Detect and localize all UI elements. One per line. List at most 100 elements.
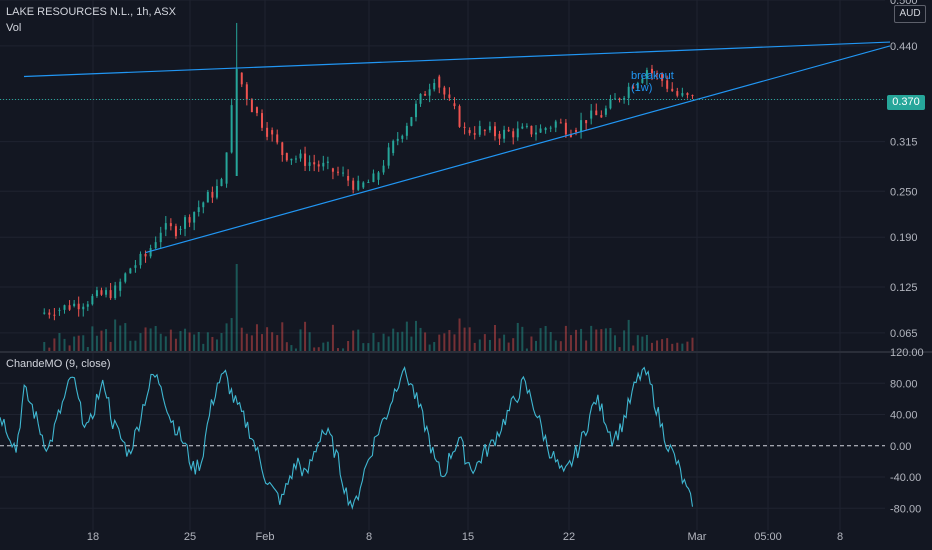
volume-bar (448, 330, 451, 352)
candle-body (220, 179, 223, 187)
volume-bar (681, 343, 684, 352)
candle-body (154, 242, 157, 249)
volume-bar (493, 324, 496, 352)
osc-tick-label: 40.00 (890, 410, 918, 422)
trendlines[interactable] (23, 41, 891, 254)
candle-body (255, 107, 258, 114)
candle-body (225, 152, 228, 184)
trendline-upper (23, 41, 891, 78)
volume-bar (149, 328, 152, 352)
volume-bar (91, 326, 94, 352)
candle-body (468, 130, 471, 134)
volume-bar (410, 336, 413, 352)
candle-body (211, 191, 214, 198)
candle-body (627, 86, 630, 98)
candle-body (193, 212, 196, 223)
candle-body (569, 134, 572, 137)
candle-body (202, 202, 205, 208)
candle-body (559, 122, 562, 124)
volume-bar (372, 333, 375, 352)
candle-body (68, 305, 71, 310)
candle-body (362, 182, 365, 188)
candle-body (347, 176, 350, 181)
candle-body (483, 130, 486, 132)
candle-body (240, 72, 243, 85)
candle-body (206, 191, 209, 203)
candle-body (317, 164, 320, 167)
volume-bar (585, 340, 588, 352)
candle-body (336, 171, 339, 173)
volume-bar (164, 336, 167, 352)
volume-bar (468, 327, 471, 352)
volume-bar (609, 328, 612, 352)
volume-bar (53, 338, 56, 352)
candle-body (530, 125, 533, 135)
volume-bar (656, 340, 659, 352)
volume-bar (666, 338, 669, 352)
volume-bar (261, 334, 264, 352)
volume-bar (255, 324, 258, 352)
candle-body (686, 93, 689, 96)
volume-bar (488, 339, 491, 352)
candle-body (681, 93, 684, 96)
candle-body (473, 133, 476, 135)
volume-bar (304, 321, 307, 352)
price-axis[interactable]: 0.065 0.125 0.190 0.250 0.315 0.440 0.500 120.0… (890, 0, 924, 515)
candle-body (184, 217, 187, 229)
volume-bar (86, 347, 89, 352)
volume-bar (240, 327, 243, 352)
volume-bar (129, 340, 132, 352)
symbol-legend: LAKE RESOURCES N.L., 1h, ASX (6, 6, 176, 18)
candle-body (164, 223, 167, 230)
trendline-lower (145, 45, 891, 254)
volume-bar (627, 319, 630, 352)
candle-body (453, 103, 456, 107)
volume-bar (473, 342, 476, 352)
candle-body (623, 97, 626, 100)
volume-bar (604, 328, 607, 352)
volume-bar (271, 332, 274, 352)
candle-body (299, 153, 302, 159)
volume-bar (245, 333, 248, 352)
time-tick-label: 18 (87, 531, 99, 543)
volume-bar (77, 335, 80, 352)
volume-bar (595, 329, 598, 352)
candle-body (539, 128, 542, 133)
candle-body (73, 303, 76, 307)
candle-body (179, 228, 182, 230)
candle-body (313, 162, 316, 165)
candle-body (129, 268, 132, 274)
volume-bar (433, 342, 436, 352)
candle-body (266, 127, 269, 137)
volume-bar (641, 336, 644, 352)
volume-bar (590, 325, 593, 352)
volume-bar (428, 344, 431, 352)
candle-body (387, 147, 390, 166)
candle-body (544, 128, 547, 131)
candle-body (322, 162, 325, 167)
candle-body (77, 303, 80, 310)
volume-bar (671, 343, 674, 352)
volume-bar (220, 333, 223, 352)
candle-body (261, 113, 264, 128)
volume-bar (600, 329, 603, 352)
volume-bar (458, 318, 461, 352)
price-tick-label: 0.125 (890, 282, 918, 294)
candle-body (478, 126, 481, 135)
volume-bar (179, 331, 182, 352)
candle-body (169, 223, 172, 227)
time-tick-label: 25 (184, 531, 196, 543)
volume-bar (184, 328, 187, 352)
candle-body (91, 296, 94, 305)
volume-bar (322, 342, 325, 352)
candle-body (331, 168, 334, 172)
currency-button[interactable]: AUD (894, 5, 926, 23)
time-axis[interactable]: 18 25 Feb 8 15 22 Mar 05:00 8 (87, 531, 843, 543)
last-price-badge: 0.370 (887, 95, 925, 110)
candle-body (516, 128, 519, 138)
candle-body (666, 80, 669, 89)
candle-body (367, 181, 370, 183)
volume-bar (554, 340, 557, 352)
price-tick-label: 0.500 (890, 0, 918, 7)
